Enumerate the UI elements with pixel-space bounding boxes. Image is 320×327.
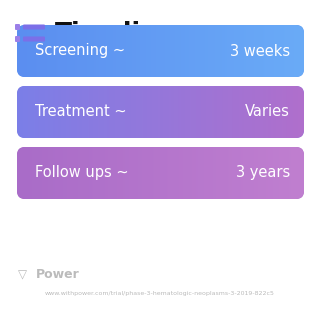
Text: Timeline: Timeline bbox=[55, 21, 176, 45]
FancyBboxPatch shape bbox=[17, 86, 304, 138]
FancyBboxPatch shape bbox=[17, 25, 304, 77]
Text: 3 weeks: 3 weeks bbox=[230, 43, 290, 59]
Text: Power: Power bbox=[36, 268, 80, 282]
FancyBboxPatch shape bbox=[23, 25, 45, 29]
Text: 3 years: 3 years bbox=[236, 165, 290, 181]
Text: Varies: Varies bbox=[245, 105, 290, 119]
Text: www.withpower.com/trial/phase-3-hematologic-neoplasms-3-2019-822c5: www.withpower.com/trial/phase-3-hematolo… bbox=[45, 290, 275, 296]
Text: ▽: ▽ bbox=[18, 268, 27, 282]
Text: Follow ups ~: Follow ups ~ bbox=[35, 165, 129, 181]
FancyBboxPatch shape bbox=[23, 37, 45, 42]
FancyBboxPatch shape bbox=[15, 24, 20, 30]
FancyBboxPatch shape bbox=[17, 147, 304, 199]
Text: Treatment ~: Treatment ~ bbox=[35, 105, 127, 119]
FancyBboxPatch shape bbox=[15, 36, 20, 42]
Text: Screening ~: Screening ~ bbox=[35, 43, 125, 59]
